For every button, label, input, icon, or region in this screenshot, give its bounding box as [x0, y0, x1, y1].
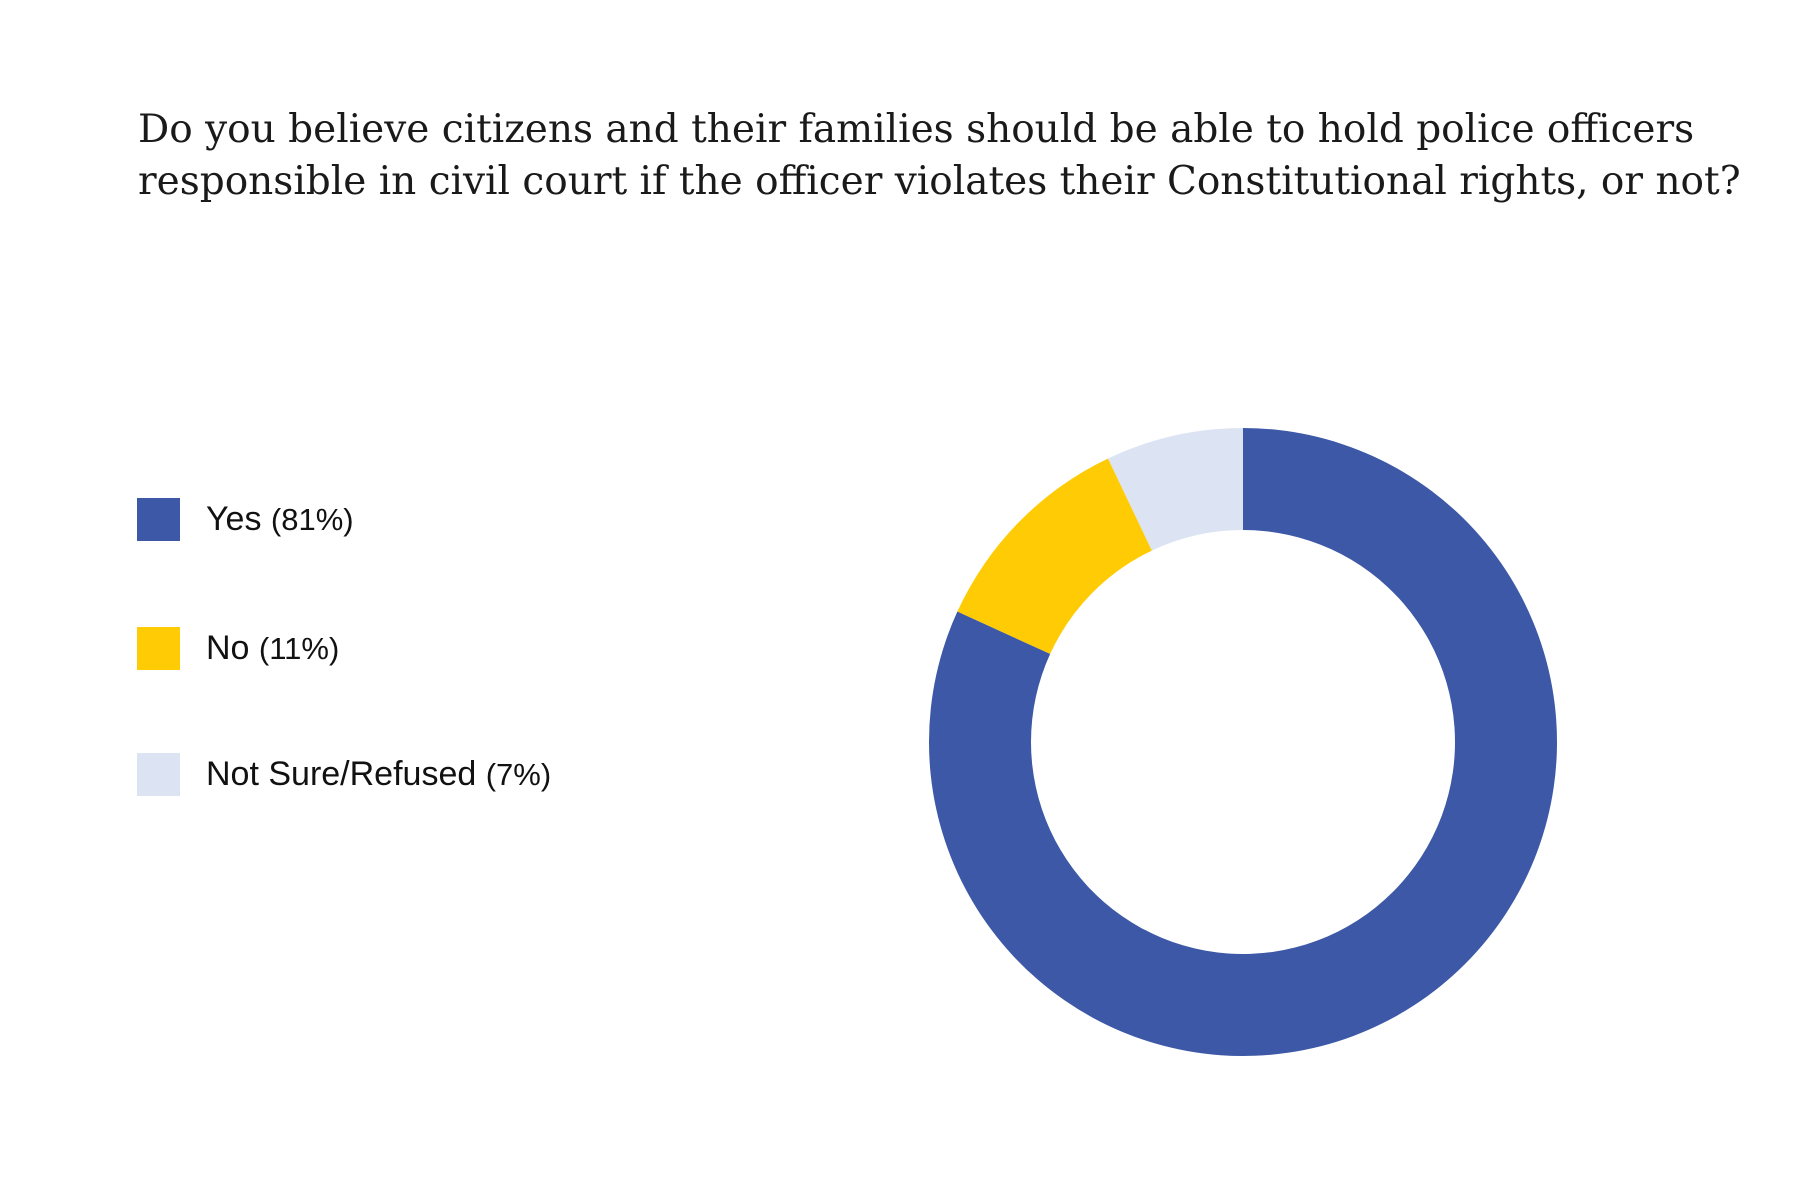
- legend-swatch-yes: [137, 497, 180, 541]
- legend-pct-no: (11%): [258, 630, 340, 666]
- legend-swatch-no: [137, 626, 180, 670]
- legend-label-yes: Yes (81%): [206, 500, 354, 539]
- chart-title-line-1: Do you believe citizens and their famili…: [138, 107, 1695, 152]
- legend-item-yes: Yes (81%): [137, 497, 354, 541]
- legend-text-not-sure: Not Sure/Refused: [206, 754, 477, 793]
- legend-pct-yes: (81%): [270, 501, 354, 537]
- legend-pct-not-sure: (7%): [485, 756, 552, 792]
- legend-item-not-sure: Not Sure/Refused (7%): [137, 752, 551, 796]
- legend: Yes (81%) No (11%) Not Sure/Refused (7%): [137, 0, 697, 1200]
- donut-slice-not-sure: [1108, 428, 1243, 551]
- legend-label-no: No (11%): [206, 629, 339, 668]
- legend-text-yes: Yes: [206, 499, 262, 538]
- legend-text-no: No: [206, 628, 250, 667]
- legend-swatch-not-sure: [137, 752, 180, 796]
- donut-slice-no: [957, 458, 1152, 654]
- legend-label-not-sure: Not Sure/Refused (7%): [206, 755, 551, 794]
- legend-item-no: No (11%): [137, 626, 339, 670]
- donut-slice-yes: [929, 428, 1557, 1056]
- chart-title-line-2: responsible in civil court if the office…: [138, 159, 1741, 204]
- chart-title: Do you believe citizens and their famili…: [138, 104, 1758, 208]
